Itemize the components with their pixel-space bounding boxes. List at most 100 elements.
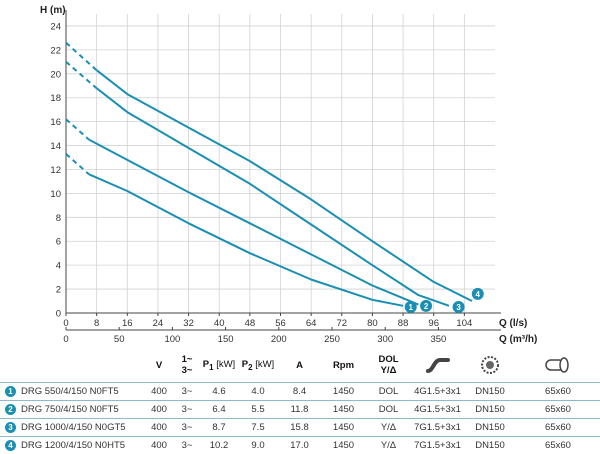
- x-tick-label: 104: [456, 318, 472, 329]
- cable-icon: [411, 348, 464, 383]
- cell-v: 400: [144, 436, 174, 454]
- y-tick-label: 22: [50, 45, 61, 56]
- curve-2-dashed: [65, 118, 90, 141]
- cell-cable: 4G1.5+3x1: [411, 382, 464, 401]
- header-p2: P2 [kW]: [241, 358, 275, 372]
- model-name: DRG 550/4/150 N0FT5: [21, 386, 119, 397]
- curve-badge-label: 2: [424, 302, 429, 311]
- table-row: 4 DRG 1200/4/150 N0HT5 400 3~ 10.2 9.0 17.0 145…: [0, 436, 600, 454]
- cell-p1: 10.2: [200, 436, 238, 454]
- header-p1: P1 [kW]: [202, 358, 236, 372]
- row-number-badge: 4: [5, 439, 16, 451]
- row-number-badge: 2: [5, 403, 16, 415]
- cell-start: DOL: [366, 382, 411, 401]
- header-start: DOL Y/Δ: [378, 354, 399, 376]
- flange-icon: [464, 348, 516, 383]
- cell-rpm: 1450: [321, 418, 366, 437]
- y-tick-label: 12: [50, 165, 61, 176]
- cell-p1: 6.4: [200, 400, 238, 419]
- axes: [65, 10, 501, 331]
- x2-tick-label: 50: [114, 334, 125, 345]
- row-number-badge: 3: [5, 421, 16, 433]
- model-name: DRG 750/4/150 N0FT5: [21, 404, 119, 415]
- x2-tick-label: 250: [324, 334, 340, 345]
- curve-badge: [404, 301, 417, 314]
- cell-rpm: 1450: [321, 400, 366, 419]
- cell-p2: 9.0: [238, 436, 278, 454]
- curve-badge: [471, 287, 484, 300]
- x-tick-label: 64: [306, 318, 317, 329]
- x2-axis-title: Q (m³/h): [499, 334, 537, 345]
- y-tick-label: 24: [50, 21, 61, 32]
- cell-p2: 7.5: [238, 418, 278, 437]
- curve-2: [88, 138, 419, 306]
- spec-table: V 1~ 3~ P1 [kW] P2 [kW] A Rpm DOL Y/Δ 1 DRG…: [0, 348, 600, 454]
- table-row: 2 DRG 750/4/150 N0FT5 400 3~ 6.4 5.5 11.8 1450 D…: [0, 400, 600, 419]
- model-cell: 4 DRG 1200/4/150 N0HT5: [0, 436, 144, 454]
- cell-dn: DN150: [464, 436, 516, 454]
- x2-tick-label: 150: [218, 334, 234, 345]
- model-cell: 1 DRG 550/4/150 N0FT5: [0, 382, 144, 401]
- curve-4: [95, 69, 473, 302]
- x-tick-label: 48: [245, 318, 256, 329]
- grid-lines: [65, 14, 495, 314]
- x-tick-label: 96: [428, 318, 439, 329]
- cell-cable: 7G1.5+3x1: [411, 436, 464, 454]
- cell-a: 15.8: [278, 418, 321, 437]
- cell-phase: 3~: [174, 400, 200, 419]
- cell-p1: 8.7: [200, 418, 238, 437]
- cell-cable: 4G1.5+3x1: [411, 400, 464, 419]
- outlet-icon: [516, 348, 600, 383]
- x-tick-label: 88: [398, 318, 409, 329]
- cell-dn: DN150: [464, 382, 516, 401]
- curve-3-dashed: [65, 61, 98, 89]
- x-tick-label: 8: [94, 318, 99, 329]
- cell-rpm: 1450: [321, 436, 366, 454]
- cell-a: 17.0: [278, 436, 321, 454]
- header-rpm: Rpm: [332, 359, 355, 371]
- x-tick-label: 16: [122, 318, 133, 329]
- header-voltage: V: [155, 359, 163, 371]
- cell-start: DOL: [366, 400, 411, 419]
- x2-tick-label: 300: [377, 334, 393, 345]
- curve-badge: [452, 301, 465, 314]
- cell-start: Y/Δ: [366, 418, 411, 437]
- y-tick-label: 16: [50, 117, 61, 128]
- y-axis-title: H (m): [40, 5, 66, 16]
- cell-size: 65x60: [516, 418, 600, 437]
- curve-3: [95, 87, 450, 307]
- x2-tick-label: 350: [430, 334, 446, 345]
- y-tick-label: 10: [50, 189, 61, 200]
- cell-v: 400: [144, 400, 174, 419]
- model-name: DRG 1200/4/150 N0HT5: [21, 440, 126, 451]
- y-tick-label: 0: [56, 309, 61, 320]
- cell-a: 11.8: [278, 400, 321, 419]
- y-tick-label: 2: [56, 285, 61, 296]
- x-tick-label: 72: [336, 318, 347, 329]
- y-tick-label: 18: [50, 93, 61, 104]
- cell-rpm: 1450: [321, 382, 366, 401]
- cell-size: 65x60: [516, 400, 600, 419]
- cell-v: 400: [144, 382, 174, 401]
- header-current: A: [296, 359, 303, 371]
- header-model: [0, 348, 144, 383]
- curve-badge-label: 3: [456, 303, 461, 312]
- x2-tick-label: 100: [164, 334, 180, 345]
- curve-1-dashed: [65, 153, 90, 176]
- model-cell: 3 DRG 1000/4/150 N0GT5: [0, 418, 144, 437]
- curve-4-dashed: [65, 41, 98, 71]
- cell-phase: 3~: [174, 436, 200, 454]
- curve-badge-label: 4: [476, 290, 481, 299]
- curve-badge-label: 1: [409, 303, 414, 312]
- cell-v: 400: [144, 418, 174, 437]
- header-phase: 1~ 3~: [181, 354, 193, 376]
- cell-phase: 3~: [174, 418, 200, 437]
- table-row: 3 DRG 1000/4/150 N0GT5 400 3~ 8.7 7.5 15.8 1450…: [0, 418, 600, 437]
- cell-a: 8.4: [278, 382, 321, 401]
- cell-p1: 4.6: [200, 382, 238, 401]
- cell-dn: DN150: [464, 400, 516, 419]
- performance-curves: 1 2 3 4: [65, 41, 484, 314]
- y-tick-label: 4: [56, 261, 61, 272]
